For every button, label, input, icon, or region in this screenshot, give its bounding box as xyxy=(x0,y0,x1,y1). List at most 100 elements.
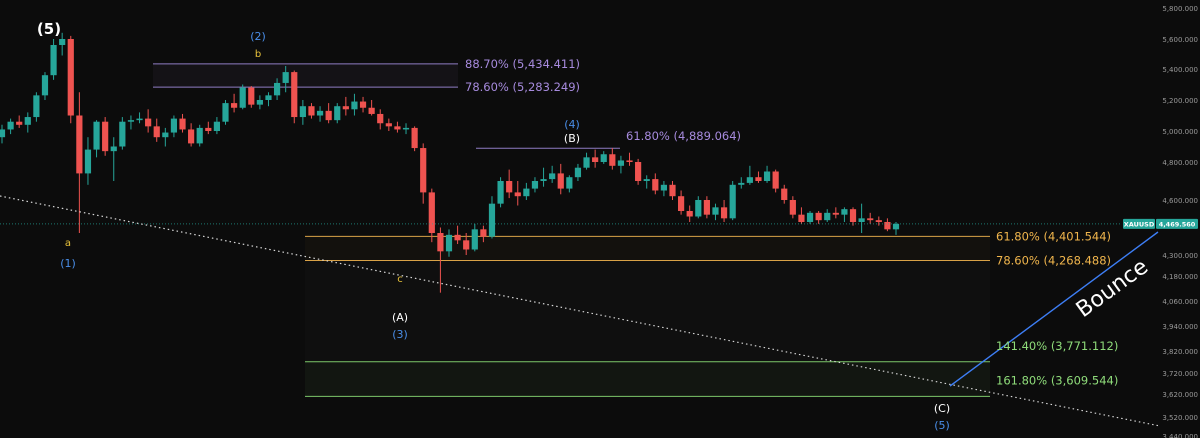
candle xyxy=(480,225,487,243)
symbol-tag xyxy=(1123,218,1155,229)
candle-body xyxy=(892,223,900,230)
candle xyxy=(832,207,839,219)
y-tick: 5,400.000 xyxy=(1162,66,1198,74)
candle xyxy=(196,124,203,147)
candle-body xyxy=(574,167,582,178)
candle-body xyxy=(136,118,143,121)
candle-body xyxy=(703,200,710,215)
candle xyxy=(514,181,521,206)
y-tick: 4,180.000 xyxy=(1162,273,1198,281)
candle xyxy=(205,121,212,135)
candle xyxy=(798,207,805,224)
candle xyxy=(566,175,573,193)
candle-body xyxy=(231,103,238,108)
candle xyxy=(506,169,513,199)
fib-zone-C xyxy=(305,361,990,397)
candle xyxy=(884,218,891,232)
candle xyxy=(669,181,676,200)
candle-body xyxy=(402,127,410,130)
y-tick: 5,200.000 xyxy=(1162,97,1198,105)
candle xyxy=(291,70,298,124)
candle-body xyxy=(763,171,771,181)
candle xyxy=(402,123,410,135)
wave-label-2: (1) xyxy=(60,257,76,270)
candle-body xyxy=(213,121,220,131)
wave-label-4: b xyxy=(255,49,261,60)
candle xyxy=(256,95,263,110)
candle xyxy=(84,137,92,185)
y-tick: 4,800.000 xyxy=(1162,159,1198,167)
candle xyxy=(428,188,435,243)
candle-body xyxy=(119,121,126,147)
candle xyxy=(815,211,822,224)
candle xyxy=(703,196,710,219)
candle xyxy=(849,207,857,226)
candle-body xyxy=(678,196,685,211)
candle-body xyxy=(385,123,392,127)
candle xyxy=(729,181,736,221)
candle xyxy=(463,233,470,255)
last-price-tag xyxy=(1156,218,1198,229)
candle xyxy=(316,106,324,122)
fib-zone-target xyxy=(305,236,990,260)
candle-body xyxy=(635,162,642,181)
last-price-tag-text: 4,469.560 xyxy=(1159,220,1196,228)
candle-body xyxy=(50,45,57,76)
candle-body xyxy=(695,200,702,217)
wave-label-10: (C) xyxy=(934,402,950,415)
candle-body xyxy=(316,110,324,116)
candle-body xyxy=(93,121,100,150)
y-tick: 3,520.000 xyxy=(1162,414,1198,422)
candle-body xyxy=(153,126,160,138)
candle-body xyxy=(583,157,590,168)
candle-body xyxy=(342,106,349,110)
candle xyxy=(24,112,31,133)
fib-zone-b xyxy=(153,63,458,88)
candle-body xyxy=(789,200,796,215)
candle xyxy=(592,149,599,168)
candle xyxy=(445,229,453,257)
candle-body xyxy=(815,212,822,221)
candle xyxy=(841,207,848,222)
candle-body xyxy=(7,121,14,130)
candle xyxy=(136,112,143,124)
candle-body xyxy=(420,148,427,193)
candle-body xyxy=(729,184,736,219)
candle xyxy=(359,96,367,113)
candle xyxy=(411,126,418,152)
candle xyxy=(867,212,874,224)
candles xyxy=(0,32,900,293)
candle xyxy=(231,93,238,113)
candle xyxy=(686,205,693,222)
candle xyxy=(583,152,590,170)
candle xyxy=(626,152,633,166)
wave-label-6: (B) xyxy=(564,132,580,145)
candle xyxy=(385,118,392,131)
candle-body xyxy=(592,157,599,162)
candle xyxy=(394,121,401,133)
candle xyxy=(600,151,607,164)
candle xyxy=(153,118,160,142)
y-tick: 5,000.000 xyxy=(1162,128,1198,136)
y-tick: 4,600.000 xyxy=(1162,197,1198,205)
candle xyxy=(188,123,195,147)
candle-body xyxy=(145,118,152,127)
candle xyxy=(127,115,135,130)
candle xyxy=(660,181,667,197)
candle xyxy=(523,182,530,200)
candle xyxy=(162,127,169,147)
candle xyxy=(222,100,229,125)
candle xyxy=(824,209,831,222)
candle-body xyxy=(626,160,633,162)
candle-body xyxy=(858,218,865,222)
candle xyxy=(41,72,49,100)
candle-body xyxy=(566,177,573,189)
candle xyxy=(377,109,384,130)
candle-body xyxy=(471,229,478,250)
candle xyxy=(16,115,23,128)
candle-body xyxy=(617,160,625,166)
candle-body xyxy=(755,177,762,181)
candle-body xyxy=(359,101,367,108)
candle xyxy=(695,196,702,219)
